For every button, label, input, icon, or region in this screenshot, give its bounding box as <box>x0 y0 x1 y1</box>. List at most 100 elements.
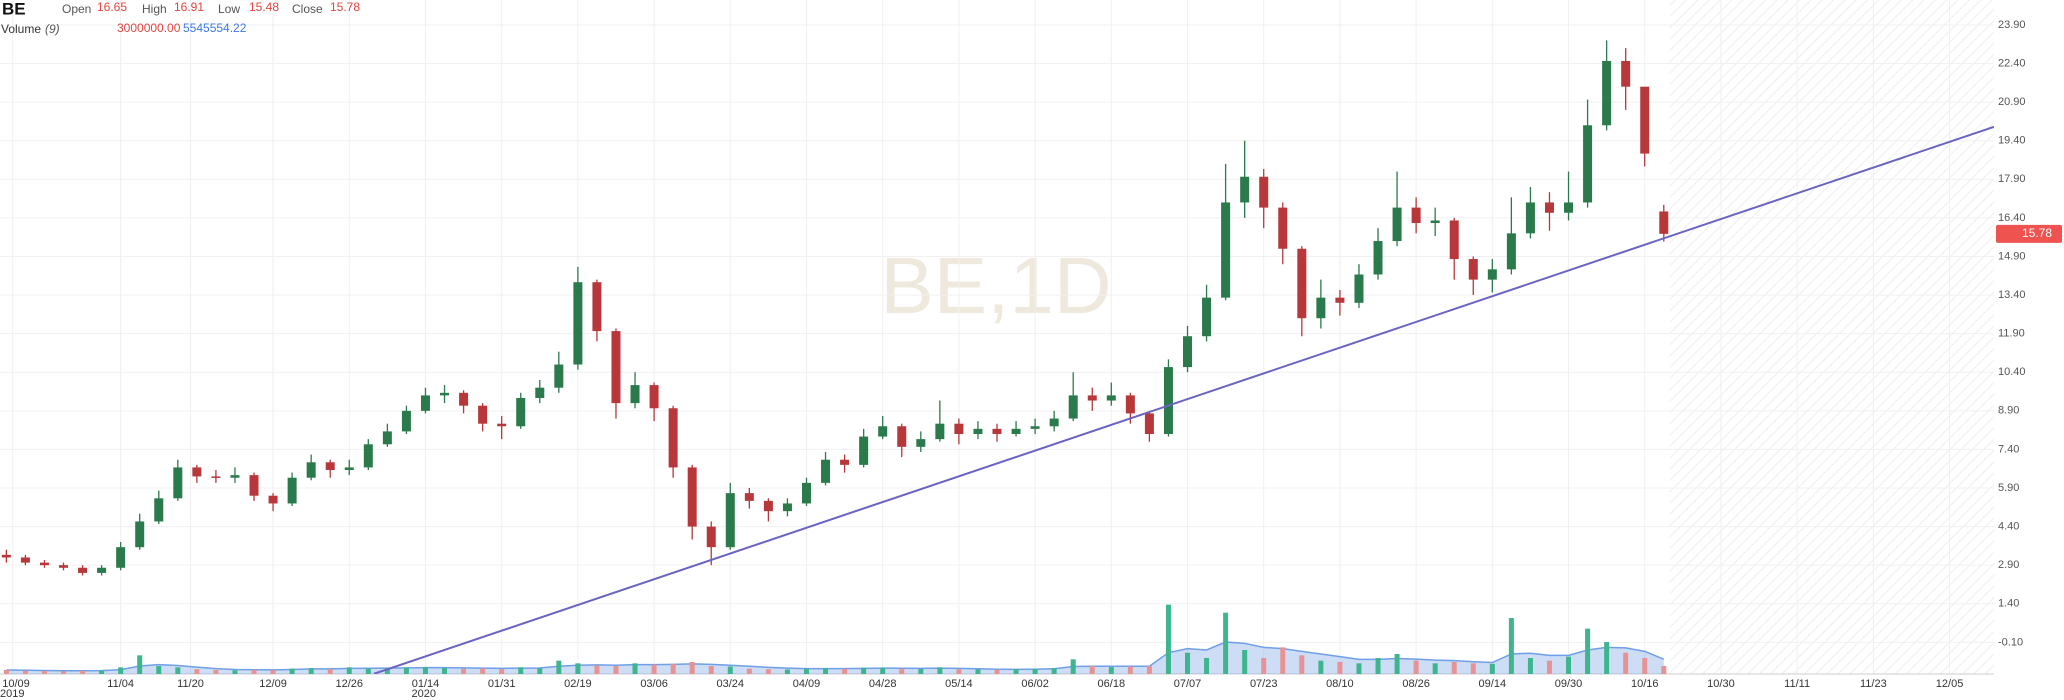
x-tick-label: 06/18 <box>1098 678 1126 690</box>
y-tick-label: 16.40 <box>1998 212 2026 224</box>
candle-body <box>859 436 869 465</box>
volume-ma-area <box>6 642 1664 674</box>
candle-body <box>268 495 278 504</box>
volume-bar <box>41 671 47 674</box>
candle-body <box>1525 202 1535 234</box>
volume-bar <box>270 670 276 674</box>
volume-bar <box>556 660 562 674</box>
candle-body <box>135 521 145 548</box>
volume-bar <box>632 663 638 674</box>
volume-bar <box>118 667 124 674</box>
y-tick-label: 20.90 <box>1998 96 2026 108</box>
volume-bar <box>480 668 486 674</box>
volume-bar <box>1527 658 1533 674</box>
candle-body <box>59 565 69 568</box>
candle-body <box>916 439 926 447</box>
y-tick-label: -0.10 <box>1998 636 2023 648</box>
volume-bar <box>1070 659 1076 674</box>
candle-body <box>325 462 335 470</box>
volume-bar <box>1470 663 1476 674</box>
candle-body <box>97 567 107 573</box>
candle-body <box>687 467 697 527</box>
candle-body <box>1602 60 1612 126</box>
candle-body <box>1449 220 1459 260</box>
volume-bar <box>1375 658 1381 674</box>
candle-body <box>1335 297 1345 303</box>
volume-bar <box>842 668 848 674</box>
x-tick-label: 06/02 <box>1021 678 1049 690</box>
candle-body <box>192 467 202 477</box>
candle-body <box>420 395 430 411</box>
candle-body <box>1240 176 1250 203</box>
candle-body <box>973 428 983 434</box>
candle-body <box>1640 86 1650 154</box>
candle-body <box>382 431 392 445</box>
x-tick-label: 01/31 <box>488 678 516 690</box>
x-tick-label: 10/09 <box>2 678 30 690</box>
volume-bar <box>994 669 1000 674</box>
candle-body <box>744 493 754 501</box>
volume-bar <box>765 669 771 674</box>
volume-bar <box>1432 663 1438 674</box>
volume-bar <box>1604 642 1610 674</box>
ohlc-label: Low <box>218 2 240 16</box>
volume-bar <box>975 669 981 674</box>
volume-bar <box>1623 652 1629 674</box>
volume-bar <box>823 668 829 674</box>
candle-body <box>821 459 831 483</box>
y-tick-label: 23.90 <box>1998 19 2026 31</box>
candle-body <box>497 423 507 427</box>
volume-bar <box>575 663 581 674</box>
volume-bar <box>537 668 543 674</box>
candle-body <box>39 562 49 566</box>
y-tick-label: 1.40 <box>1998 598 2019 610</box>
volume-bar <box>861 667 867 674</box>
volume-bar <box>251 669 257 674</box>
candle-body <box>1278 207 1288 249</box>
x-tick-label: 03/24 <box>717 678 745 690</box>
ohlc-value: 16.65 <box>97 0 127 14</box>
volume-ma-readout: 5545554.22 <box>183 21 247 35</box>
x-tick-label: 09/30 <box>1555 678 1583 690</box>
y-tick-label: 17.90 <box>1998 173 2026 185</box>
volume-bar <box>1508 618 1514 674</box>
candle-body <box>1163 367 1173 434</box>
x-tick-label: 08/26 <box>1402 678 1430 690</box>
volume-bar <box>1585 628 1591 674</box>
volume-bar <box>1280 647 1286 674</box>
volume-bar <box>365 668 371 674</box>
candle-body <box>1564 202 1574 213</box>
year-label: 2019 <box>0 688 24 700</box>
volume-bar <box>308 668 314 674</box>
candle-body <box>840 459 850 465</box>
volume-bar <box>175 667 181 674</box>
candle-body <box>1506 233 1516 270</box>
x-tick-label: 11/23 <box>1860 678 1887 690</box>
candle-body <box>992 428 1002 434</box>
candle-body <box>1144 413 1154 434</box>
candle-body <box>1 554 11 558</box>
volume-bar <box>1089 666 1095 674</box>
candle-body <box>1659 211 1669 234</box>
y-tick-label: 22.40 <box>1998 57 2026 69</box>
candle-body <box>1411 207 1421 224</box>
volume-bar <box>880 667 886 674</box>
volume-bar <box>918 668 924 674</box>
volume-bar <box>1451 662 1457 674</box>
x-tick-label: 04/28 <box>869 678 897 690</box>
volume-bar <box>784 669 790 674</box>
y-tick-label: 11.90 <box>1998 328 2025 340</box>
volume-bar <box>518 667 524 674</box>
x-tick-label: 11/11 <box>1784 678 1810 690</box>
watermark: BE,1D <box>880 241 1111 330</box>
y-tick-label: 10.40 <box>1998 366 2026 378</box>
future-area <box>1669 0 1994 674</box>
candle-body <box>668 408 678 468</box>
y-tick-label: 2.90 <box>1998 559 2019 571</box>
volume-bar <box>213 670 219 674</box>
ohlc-value: 15.78 <box>330 0 360 14</box>
volume-bar <box>194 669 200 674</box>
y-tick-label: 19.40 <box>1998 135 2026 147</box>
x-tick-label: 07/23 <box>1250 678 1278 690</box>
